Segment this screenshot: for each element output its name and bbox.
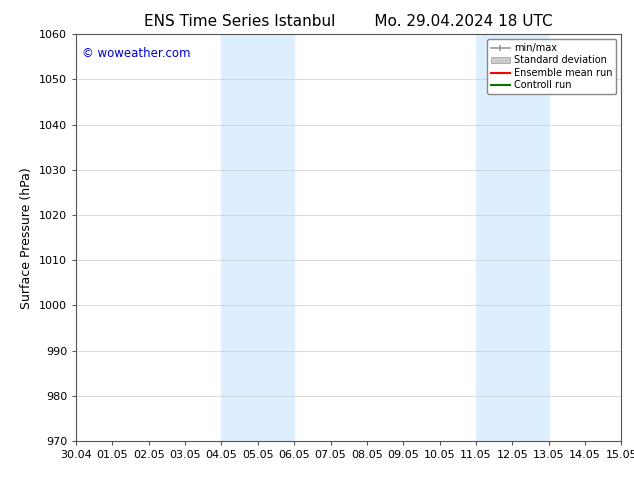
Bar [476, 34, 548, 441]
Title: ENS Time Series Istanbul        Mo. 29.04.2024 18 UTC: ENS Time Series Istanbul Mo. 29.04.2024 … [145, 14, 553, 29]
Y-axis label: Surface Pressure (hPa): Surface Pressure (hPa) [20, 167, 34, 309]
Bar [221, 34, 294, 441]
Text: © woweather.com: © woweather.com [82, 47, 190, 59]
Legend: min/max, Standard deviation, Ensemble mean run, Controll run: min/max, Standard deviation, Ensemble me… [487, 39, 616, 94]
